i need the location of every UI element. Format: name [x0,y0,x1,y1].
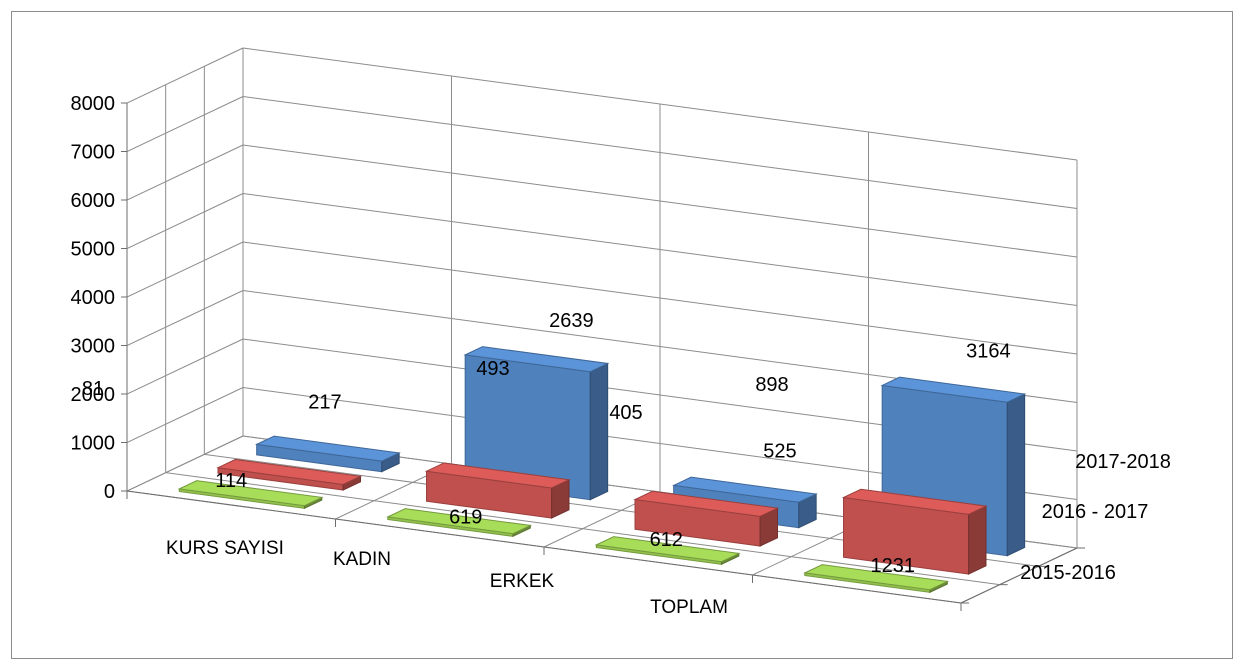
y-tick-label: 3000 [71,336,116,358]
bar-top-face [386,508,533,535]
y-tick-label: 7000 [71,142,116,164]
bar-side-face [1006,393,1026,557]
y-tick-label: 5000 [71,239,116,261]
bar-top-face [671,476,818,503]
x-tick-label: KURS SAYISI [166,538,284,559]
chart: 0 1000 2000 3000 4000 5000 6000 7000 8000 KURS SA… [71,47,1171,618]
side-wall-gridline [126,241,244,298]
floor-gridline [126,435,244,492]
series-axis-label: 2015-2016 [1020,562,1116,584]
data-label: 2639 [549,310,594,332]
side-wall-gridline [126,193,244,249]
y-tick-label: 1000 [71,433,116,455]
y-tick-label: 4000 [71,287,116,309]
y-tick-label: 0 [104,481,115,503]
bar-top-face [254,435,401,462]
data-label: 81 [82,378,104,400]
side-wall-gridline [126,144,244,201]
side-wall-gridline [126,387,244,443]
chart-axes: 0 1000 2000 3000 4000 5000 6000 7000 8000 KURS SA… [71,93,1171,618]
data-label: 405 [609,402,642,424]
series-axis-label: 2016 - 2017 [1042,501,1149,523]
data-label: 217 [308,392,341,414]
side-wall-gridline [126,338,244,395]
chart-frame: 0 1000 2000 3000 4000 5000 6000 7000 8000 KURS SA… [11,11,1233,659]
data-label: 612 [650,529,683,551]
data-label: 1231 [871,555,916,577]
z-axis-line [960,547,1078,604]
side-wall-gridline [126,290,244,346]
side-wall-gridline [126,96,244,152]
data-label: 493 [476,358,509,380]
side-wall-gridline [126,47,244,104]
bar-top-face [177,480,324,507]
x-tick-label: TOPLAM [650,597,728,618]
x-tick-label: KADIN [333,549,391,570]
bar-top-face [803,564,950,591]
bar-side-face [968,505,987,575]
bar-top-face [880,376,1027,403]
y-tick-label: 6000 [71,190,116,212]
chart-bars [177,346,1027,594]
floor-gridline [165,472,1000,586]
series-axis-label: 2017-2018 [1075,451,1171,473]
data-label: 525 [763,441,796,463]
chart-labels: 114 619 612 1231 217 2639 525 3164 81 493 405 898 [82,310,1011,577]
chart-walls [126,47,1078,604]
bar-top-face [594,536,741,563]
bar-top-face [424,462,571,489]
data-label: 898 [755,374,788,396]
y-tick-label: 2000 [71,384,116,406]
bar-top-face [463,346,610,373]
bar-top-face [841,488,988,515]
bar-side-face [589,362,609,501]
data-label: 619 [449,506,482,528]
data-label: 3164 [966,341,1011,363]
bar-top-face [216,458,363,486]
x-tick-label: ERKEK [490,571,555,592]
data-label: 114 [215,470,247,492]
y-tick-label: 8000 [71,93,116,115]
bar-top-face [633,490,780,517]
